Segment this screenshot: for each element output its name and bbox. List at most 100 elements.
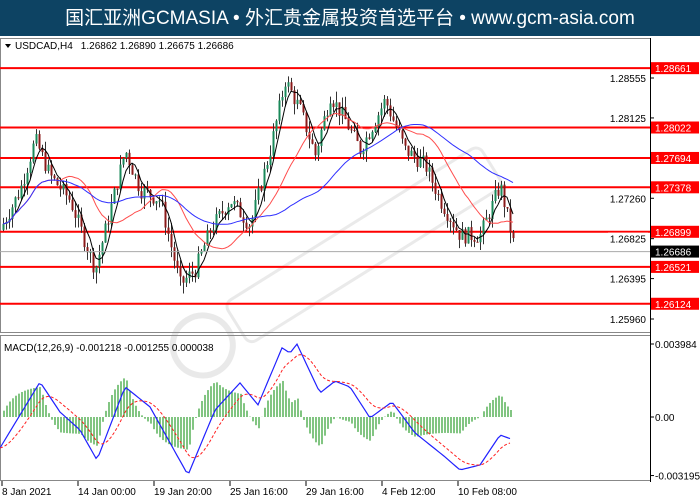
candle-body	[89, 251, 92, 253]
candle-body	[512, 232, 515, 239]
level-label-bg	[651, 297, 699, 310]
candle-body	[167, 227, 170, 234]
macd-signal-line	[0, 354, 511, 466]
price-tick-label-bg	[608, 72, 648, 84]
candle-body	[329, 103, 332, 116]
level-label: 1.27378	[655, 183, 692, 194]
moving-average-line	[2, 90, 514, 278]
candle-body	[23, 184, 26, 186]
candle-body	[131, 165, 134, 175]
candle-body	[488, 217, 491, 220]
price-tick-label-bg	[608, 111, 648, 124]
level-label: 1.26899	[655, 228, 692, 239]
candle-body	[332, 103, 335, 108]
candle-body	[371, 131, 374, 139]
candle-body	[461, 229, 464, 240]
candle-body	[287, 82, 290, 87]
candle-body	[92, 251, 95, 273]
level-label-bg	[651, 121, 699, 134]
time-tick-label: 25 Jan 16:00	[230, 487, 288, 498]
candle-body	[281, 97, 284, 101]
candle-body	[497, 189, 500, 196]
candle-body	[224, 213, 227, 215]
candle-body	[239, 202, 242, 218]
candle-body	[71, 199, 74, 211]
level-label-bg	[651, 181, 699, 194]
price-tick-label: 1.26395	[610, 275, 647, 286]
price-tick-label: 1.28125	[610, 114, 647, 125]
candle-body	[17, 197, 20, 199]
candle-body	[197, 253, 200, 278]
candle-body	[212, 229, 215, 232]
level-label-bg	[651, 225, 699, 238]
candle-body	[317, 145, 320, 156]
candle-body	[299, 99, 302, 104]
candle-body	[32, 143, 35, 162]
candle-body	[359, 140, 362, 155]
candle-body	[269, 155, 272, 166]
candle-body	[290, 82, 293, 91]
candle-body	[2, 224, 5, 230]
candle-body	[209, 230, 212, 232]
candle-body	[347, 119, 350, 130]
current-price-label: 1.26686	[655, 248, 692, 259]
macd-title: MACD(12,26,9) -0.001218 -0.001255 0.0000…	[4, 343, 214, 354]
candle-body	[218, 210, 221, 215]
candle-body	[326, 115, 329, 117]
dropdown-triangle-icon	[5, 44, 11, 48]
candle-body	[479, 234, 482, 243]
candle-body	[365, 137, 368, 152]
time-tick-label: 10 Feb 08:00	[458, 487, 517, 498]
price-tick-label: 1.28555	[610, 74, 647, 85]
candle-body	[125, 152, 128, 159]
candle-body	[446, 214, 449, 221]
candle-body	[101, 242, 104, 255]
candle-body	[236, 201, 239, 203]
candle-body	[188, 271, 191, 278]
candle-body	[68, 195, 71, 200]
candle-body	[401, 130, 404, 139]
candle-body	[116, 188, 119, 190]
macd-panel-frame	[0, 335, 651, 481]
candle-body	[77, 214, 80, 218]
level-label: 1.28022	[655, 123, 692, 134]
candle-body	[386, 98, 389, 106]
chart-canvas[interactable]: 1.28555 1.28125 1.27260 1.26825 1.26395 1.259…	[0, 36, 700, 500]
candle-body	[173, 247, 176, 261]
candle-body	[155, 201, 158, 204]
candle-body	[227, 207, 230, 215]
candle-body	[80, 214, 83, 227]
candle-body	[452, 221, 455, 228]
candle-body	[362, 151, 365, 155]
candle-body	[314, 143, 317, 156]
time-tick-label: 29 Jan 16:00	[306, 487, 364, 498]
candle-body	[170, 233, 173, 248]
candle-body	[425, 155, 428, 172]
time-tick-label: 8 Jan 2021	[2, 487, 52, 498]
candle-body	[176, 260, 179, 268]
candle-body	[53, 175, 56, 179]
candle-body	[410, 150, 413, 156]
candle-body	[458, 230, 461, 240]
candle-body	[308, 132, 311, 140]
chart-window[interactable]: 1.28555 1.28125 1.27260 1.26825 1.26395 1.259…	[0, 36, 700, 500]
candle-body	[230, 204, 233, 208]
level-label-bg	[651, 151, 699, 164]
price-tick-label-bg	[608, 192, 648, 205]
watermark-logo-band	[225, 146, 503, 344]
candle-body	[26, 172, 29, 185]
candle-body	[311, 139, 314, 144]
candle-body	[95, 266, 98, 273]
candle-body	[356, 130, 359, 141]
candle-body	[83, 226, 86, 248]
macd-tick-label: 0.00	[655, 413, 675, 424]
ohlc-label: 1.26862 1.26890 1.26675 1.26686	[81, 41, 234, 52]
candle-body	[320, 129, 323, 146]
candle-body	[335, 102, 338, 108]
candle-body	[143, 187, 146, 199]
current-price-label-bg	[651, 245, 699, 258]
candle-body	[296, 99, 299, 105]
candle-body	[44, 152, 47, 171]
candle-body	[278, 100, 281, 121]
time-tick-label: 4 Feb 12:00	[382, 487, 436, 498]
